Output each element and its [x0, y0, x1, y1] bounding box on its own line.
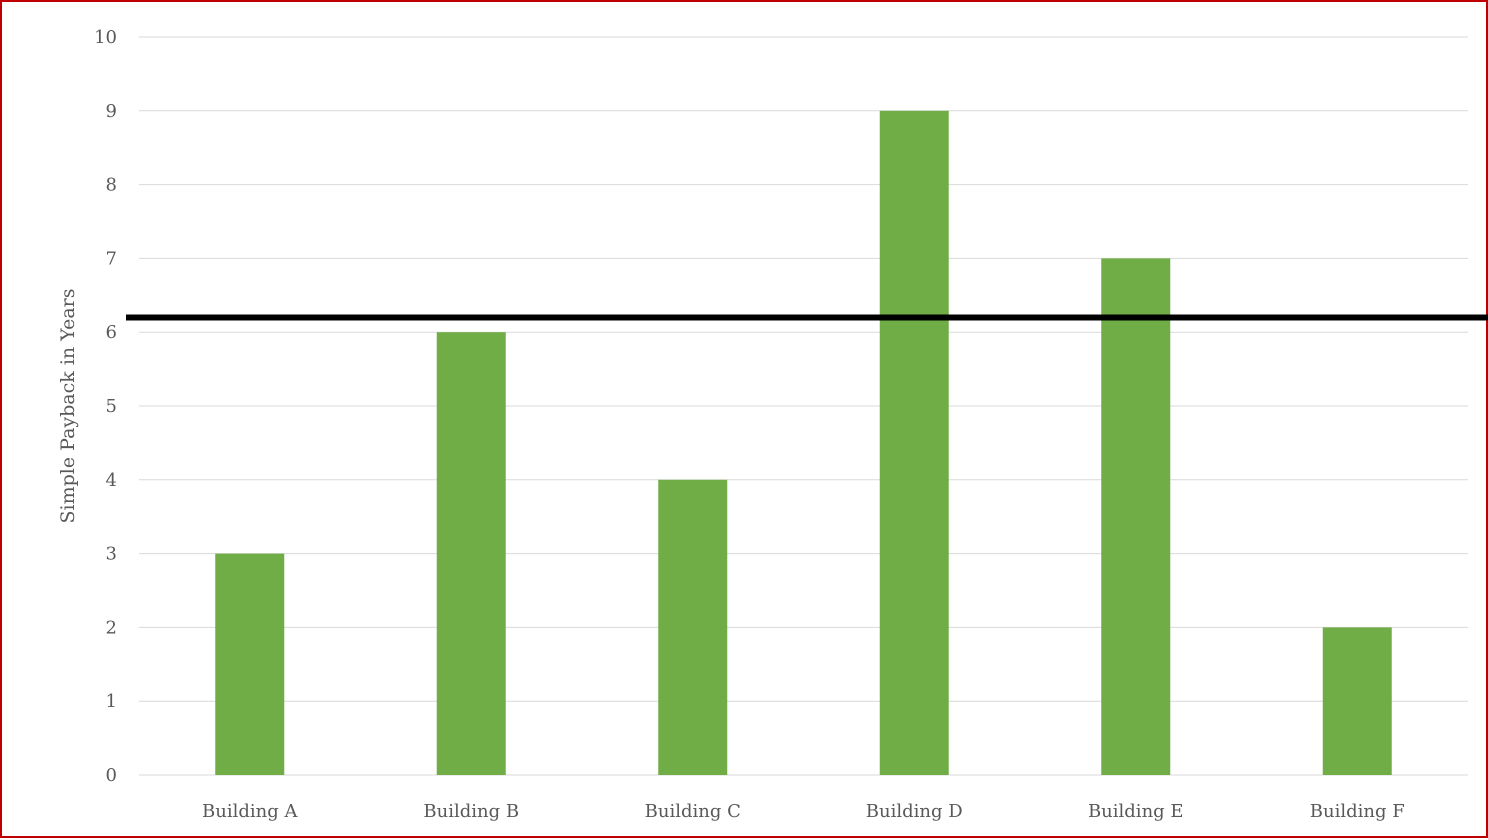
y-axis-title: Simple Payback in Years [57, 289, 79, 524]
bar [436, 332, 506, 775]
y-axis-tick-labels: 0 1 2 3 4 5 6 7 8 9 10 [94, 27, 117, 786]
x-tick-label: Building D [866, 801, 963, 822]
y-tick-label: 5 [106, 396, 117, 417]
y-tick-label: 8 [106, 175, 117, 196]
x-tick-label: Building B [423, 801, 519, 822]
gridlines [139, 36, 1468, 776]
y-tick-label: 6 [106, 322, 117, 343]
y-tick-label: 3 [106, 544, 117, 565]
bars [215, 110, 1392, 776]
y-tick-label: 9 [106, 101, 117, 122]
bar [879, 110, 949, 776]
x-axis-tick-labels: Building A Building B Building C Building D… [202, 801, 1405, 822]
y-tick-label: 4 [106, 470, 117, 491]
x-tick-label: Building C [645, 801, 741, 822]
bar [658, 479, 728, 775]
y-tick-label: 2 [106, 617, 117, 638]
bar [1101, 258, 1171, 775]
y-tick-label: 7 [106, 248, 117, 269]
y-tick-label: 0 [106, 765, 117, 786]
bar [215, 553, 285, 775]
x-tick-label: Building F [1310, 801, 1405, 822]
y-tick-label: 10 [94, 27, 117, 48]
x-tick-label: Building E [1088, 801, 1184, 822]
x-tick-label: Building A [202, 801, 298, 822]
y-tick-label: 1 [106, 691, 117, 712]
bar [1322, 627, 1392, 775]
